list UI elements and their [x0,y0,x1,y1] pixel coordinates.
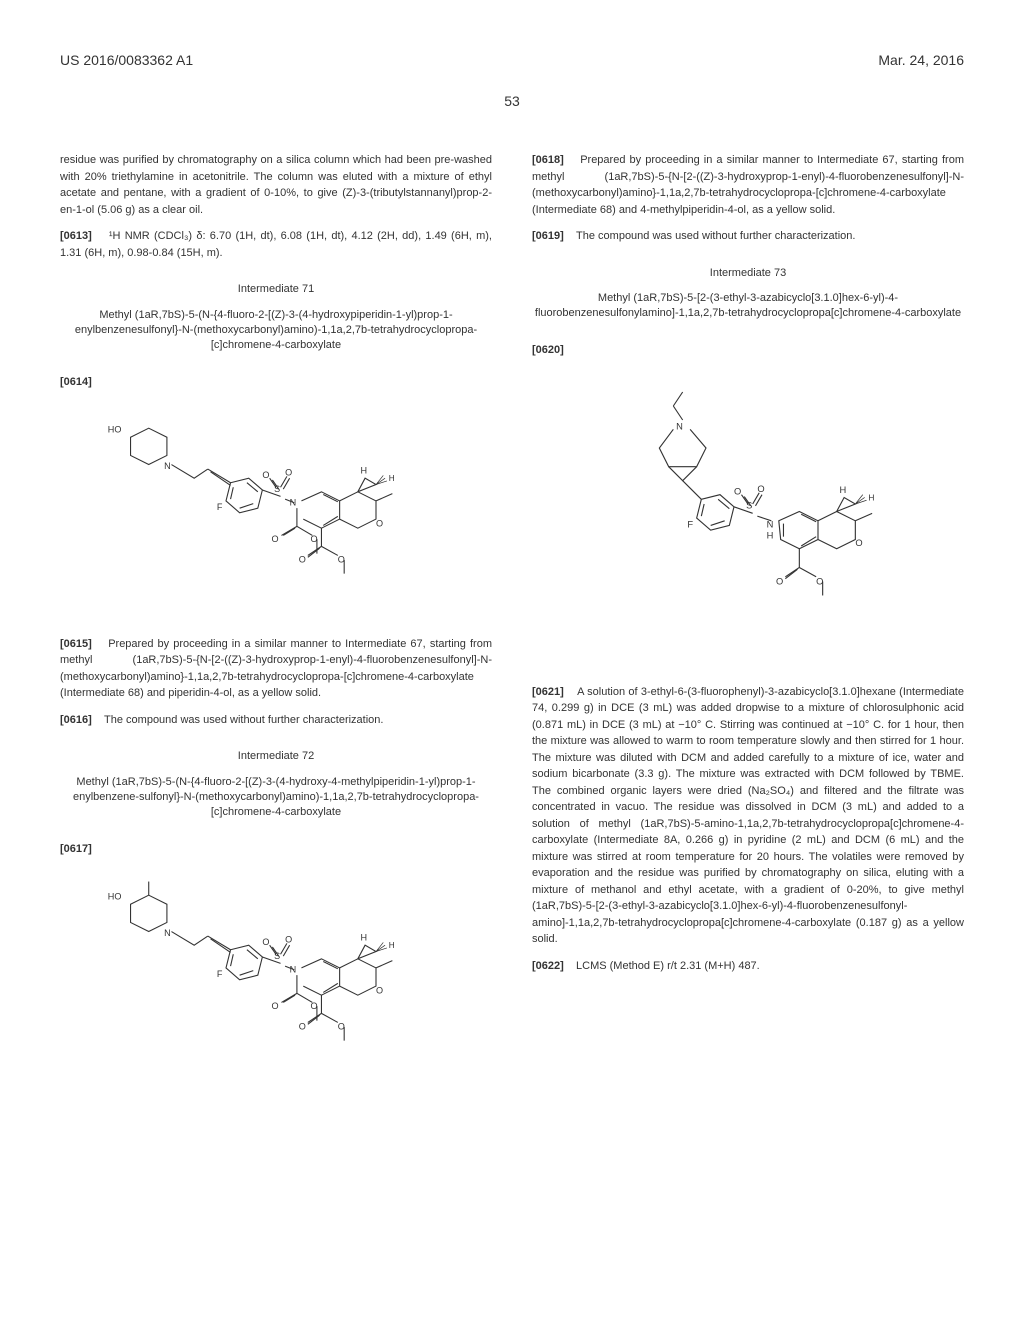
chemical-structure-int73: N F S O [532,378,964,664]
svg-text:O: O [299,555,306,565]
svg-text:F: F [217,969,223,979]
svg-text:HO: HO [108,892,122,902]
chemical-name: Methyl (1aR,7bS)-5-(N-{4-fluoro-2-[(Z)-3… [60,775,492,821]
svg-text:O: O [376,986,383,996]
paragraph: [0618] Prepared by proceeding in a simil… [532,152,964,218]
paragraph: [0615] Prepared by proceeding in a simil… [60,636,492,702]
svg-text:H: H [389,474,395,483]
paragraph-continuation: residue was purified by chromatography o… [60,152,492,218]
svg-text:H: H [389,941,395,950]
left-column: residue was purified by chromatography o… [60,152,492,1103]
paragraph-number: [0613] [60,230,92,242]
svg-text:O: O [299,1022,306,1032]
svg-text:O: O [734,487,741,497]
svg-text:H: H [361,933,368,943]
svg-text:O: O [262,938,269,948]
right-column: [0618] Prepared by proceeding in a simil… [532,152,964,1103]
paragraph-text: Prepared by proceeding in a similar mann… [532,154,964,216]
svg-text:N: N [676,422,683,432]
paragraph-number: [0615] [60,638,92,650]
paragraph-text: A solution of 3-ethyl-6-(3-fluorophenyl)… [532,686,964,946]
svg-text:O: O [757,484,764,494]
paragraph-text: The compound was used without further ch… [104,714,383,726]
publication-date: Mar. 24, 2016 [878,50,964,71]
paragraph: [0616] The compound was used without fur… [60,712,492,729]
chemical-name: Methyl (1aR,7bS)-5-[2-(3-ethyl-3-azabicy… [532,291,964,322]
intermediate-heading: Intermediate 72 [60,748,492,765]
svg-text:N: N [164,928,171,938]
svg-text:O: O [262,470,269,480]
svg-text:H: H [767,531,774,541]
paragraph-text: Prepared by proceeding in a similar mann… [60,638,492,700]
paragraph-text: LCMS (Method E) r/t 2.31 (M+H) 487. [576,960,760,972]
chemical-name: Methyl (1aR,7bS)-5-(N-{4-fluoro-2-[(Z)-3… [60,308,492,354]
svg-text:O: O [776,577,783,587]
svg-text:O: O [271,1001,278,1011]
paragraph-text: ¹H NMR (CDCl₃) δ: 6.70 (1H, dt), 6.08 (1… [60,230,492,259]
svg-text:N: N [164,461,171,471]
chemical-structure-int71: HO N F S O [60,410,492,616]
paragraph-number: [0621] [532,686,564,698]
intermediate-heading: Intermediate 71 [60,281,492,298]
svg-text:O: O [376,519,383,529]
paragraph-number: [0622] [532,960,564,972]
paragraph: [0621] A solution of 3-ethyl-6-(3-fluoro… [532,684,964,948]
svg-text:O: O [271,534,278,544]
chemical-structure-int72: HO N F S [60,877,492,1083]
svg-text:O: O [285,468,292,478]
paragraph-text: The compound was used without further ch… [576,230,855,242]
paragraph: [0622] LCMS (Method E) r/t 2.31 (M+H) 48… [532,958,964,975]
svg-text:H: H [361,466,368,476]
svg-text:H: H [839,485,846,495]
paragraph: [0619] The compound was used without fur… [532,228,964,245]
svg-text:H: H [868,493,874,503]
page-number: 53 [60,91,964,112]
svg-text:F: F [217,502,223,512]
paragraph: [0617] [60,841,492,858]
paragraph-number: [0617] [60,843,92,855]
paragraph-number: [0614] [60,376,92,388]
paragraph-number: [0618] [532,154,564,166]
content-columns: residue was purified by chromatography o… [60,152,964,1103]
intermediate-heading: Intermediate 73 [532,265,964,282]
paragraph-number: [0616] [60,714,92,726]
svg-text:O: O [855,538,862,548]
paragraph: [0613] ¹H NMR (CDCl₃) δ: 6.70 (1H, dt), … [60,228,492,261]
paragraph-number: [0619] [532,230,564,242]
svg-text:F: F [687,520,693,530]
publication-number: US 2016/0083362 A1 [60,50,193,71]
paragraph: [0614] [60,374,492,391]
svg-text:HO: HO [108,425,122,435]
svg-text:O: O [285,935,292,945]
svg-text:N: N [767,520,774,530]
paragraph: [0620] [532,342,964,359]
page-header: US 2016/0083362 A1 Mar. 24, 2016 [60,50,964,71]
paragraph-number: [0620] [532,344,564,356]
